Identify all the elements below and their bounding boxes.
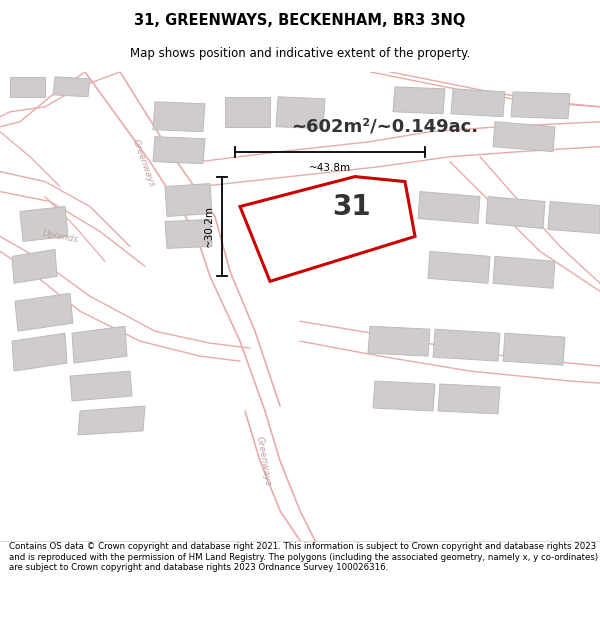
Polygon shape [153,102,205,132]
Polygon shape [72,326,127,363]
Text: ~43.8m: ~43.8m [309,162,351,172]
Polygon shape [15,293,73,331]
Polygon shape [225,97,270,127]
Polygon shape [165,219,212,248]
Polygon shape [548,201,600,234]
Polygon shape [276,97,325,129]
Polygon shape [78,406,145,435]
Polygon shape [418,191,480,224]
Polygon shape [438,384,500,414]
Text: Uplands: Uplands [41,229,79,244]
Text: ~30.2m: ~30.2m [204,206,214,248]
Polygon shape [20,206,68,241]
Polygon shape [373,381,435,411]
Polygon shape [433,329,500,361]
Polygon shape [368,326,430,356]
Polygon shape [12,333,67,371]
Polygon shape [10,77,45,97]
Polygon shape [493,256,555,288]
Text: ~602m²/~0.149ac.: ~602m²/~0.149ac. [292,118,479,136]
Polygon shape [428,251,490,283]
Polygon shape [240,177,415,281]
Polygon shape [53,77,90,97]
Text: Map shows position and indicative extent of the property.: Map shows position and indicative extent… [130,48,470,61]
Text: 31, GREENWAYS, BECKENHAM, BR3 3NQ: 31, GREENWAYS, BECKENHAM, BR3 3NQ [134,12,466,28]
Polygon shape [486,196,545,229]
Polygon shape [70,371,132,401]
Polygon shape [165,184,212,216]
Polygon shape [153,137,205,164]
Polygon shape [511,92,570,119]
Polygon shape [503,333,565,365]
Polygon shape [12,249,57,283]
Polygon shape [393,87,445,114]
Text: Greenways: Greenways [254,435,272,486]
Polygon shape [493,122,555,152]
Text: Greenways: Greenways [130,138,156,189]
Text: 31: 31 [332,192,371,221]
Text: Contains OS data © Crown copyright and database right 2021. This information is : Contains OS data © Crown copyright and d… [9,542,598,572]
Polygon shape [451,89,505,117]
